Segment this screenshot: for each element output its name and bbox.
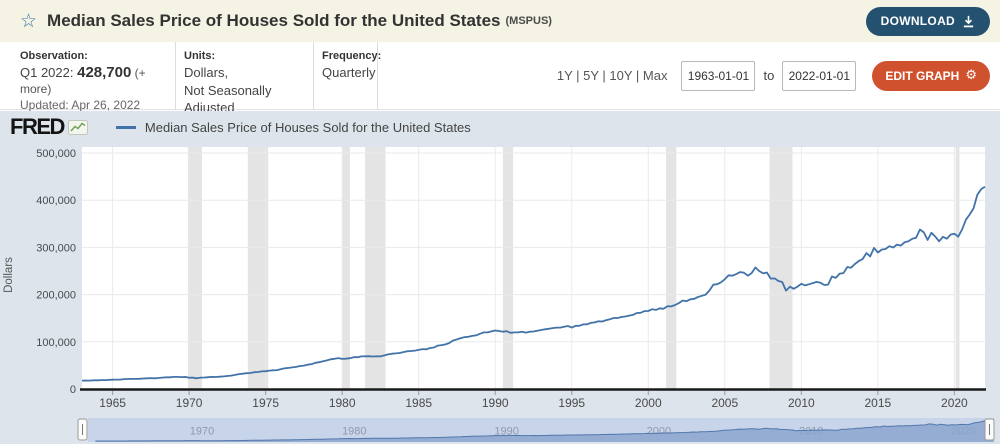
recession-band	[187, 147, 202, 389]
slider-area-fill	[95, 419, 994, 442]
recession-band	[247, 147, 269, 389]
favorite-star-icon[interactable]: ☆	[20, 9, 38, 32]
x-tick-label: 1985	[405, 396, 432, 410]
observation-section: Observation: Q1 2022: 428,700 (+ more) U…	[0, 42, 176, 112]
title-bar: ☆ Median Sales Price of Houses Sold for …	[0, 0, 1000, 42]
y-axis-title: Dollars	[3, 257, 15, 293]
y-tick-label: 300,000	[36, 242, 76, 254]
edit-graph-label: EDIT GRAPH	[885, 68, 960, 83]
x-tick-label: 1970	[176, 396, 203, 410]
y-tick-label: 100,000	[36, 337, 76, 349]
y-tick-label: 500,000	[36, 148, 76, 160]
observation-more-link[interactable]: (+ more)	[20, 66, 146, 96]
x-tick-label: 2020	[941, 396, 968, 410]
observation-value-line: Q1 2022: 428,700 (+ more)	[20, 64, 165, 96]
download-button-label: DOWNLOAD	[880, 14, 955, 28]
x-tick-label: 1990	[482, 396, 509, 410]
frequency-value: Quarterly	[322, 65, 376, 80]
x-tick-label: 1980	[329, 396, 356, 410]
units-section: Units: Dollars, Not Seasonally Adjusted	[176, 42, 314, 115]
download-button[interactable]: DOWNLOAD	[865, 6, 990, 36]
date-to-input[interactable]	[782, 60, 857, 91]
page-title: Median Sales Price of Houses Sold for th…	[47, 11, 501, 30]
observation-updated: Updated: Apr 26, 2022	[20, 98, 141, 112]
recession-band	[365, 147, 386, 389]
graph-header: FRED Median Sales Price of Houses Sold f…	[10, 114, 471, 140]
slider-decade-label: 1980	[342, 426, 366, 438]
slider-decade-label: 1990	[494, 426, 518, 438]
price-line-chart[interactable]: 1965 1970 1975 1980 1985 1990 1995 2000 2005 2010…	[0, 140, 1000, 416]
legend-line-swatch	[115, 125, 136, 129]
series-id: (MSPUS)	[505, 15, 552, 27]
price-line	[81, 185, 986, 382]
fred-logo: FRED	[10, 114, 65, 139]
x-tick-label: 2010	[788, 396, 815, 410]
recession-band	[342, 147, 350, 389]
gear-icon: ⚙	[965, 68, 977, 83]
date-to-label: to	[763, 68, 775, 83]
plot-area	[82, 147, 985, 389]
date-range-controls: 1Y | 5Y | 10Y | Max to EDIT GRAPH ⚙	[557, 42, 1000, 109]
recession-band	[502, 147, 514, 389]
x-tick-label: 2015	[865, 396, 892, 410]
edit-graph-button[interactable]: EDIT GRAPH ⚙	[872, 60, 990, 91]
zoom-range-links[interactable]: 1Y | 5Y | 10Y | Max	[556, 68, 668, 83]
recession-band	[769, 147, 793, 389]
x-tick-label: 2005	[711, 396, 738, 410]
date-range-slider[interactable]: 197019801990200020102020	[0, 416, 1000, 444]
y-tick-label: 200,000	[36, 290, 76, 302]
fred-logo-chart-icon	[67, 119, 88, 135]
y-tick-label: 0	[70, 384, 76, 396]
y-tick-label: 400,000	[36, 195, 76, 207]
x-tick-label: 2000	[635, 396, 662, 410]
observation-label: Observation:	[20, 50, 88, 62]
slider-decade-label: 1970	[190, 426, 214, 438]
x-tick-label: 1975	[252, 396, 279, 410]
units-value-line1: Dollars,	[184, 65, 229, 80]
observation-value: 428,700	[77, 64, 132, 81]
download-icon	[963, 15, 974, 27]
units-label: Units:	[184, 50, 216, 62]
recession-band	[955, 147, 960, 389]
recession-band	[666, 147, 677, 389]
x-tick-label: 1965	[99, 396, 126, 410]
frequency-section: Frequency: Quarterly	[314, 42, 382, 109]
date-from-input[interactable]	[681, 60, 756, 91]
x-tick-label: 1995	[558, 396, 585, 410]
info-bar: Observation: Q1 2022: 428,700 (+ more) U…	[0, 42, 1000, 115]
slider-area-line	[95, 418, 995, 442]
chart-widget: FRED Median Sales Price of Houses Sold f…	[0, 111, 1000, 444]
frequency-label: Frequency:	[322, 50, 382, 62]
chart-legend: Median Sales Price of Houses Sold for th…	[115, 119, 471, 135]
observation-period: Q1 2022:	[20, 65, 78, 80]
legend-label: Median Sales Price of Houses Sold for th…	[144, 119, 471, 135]
